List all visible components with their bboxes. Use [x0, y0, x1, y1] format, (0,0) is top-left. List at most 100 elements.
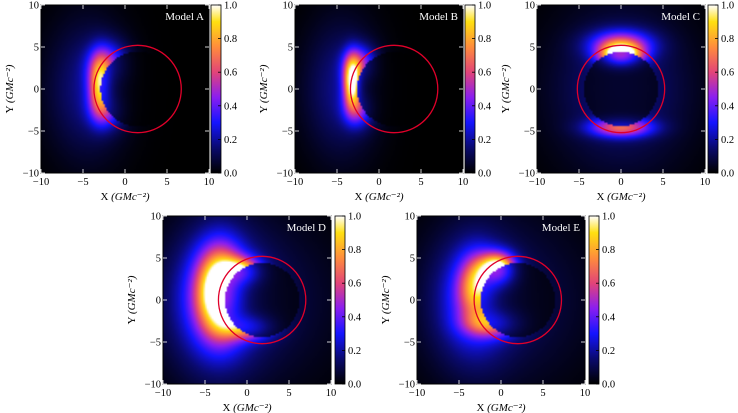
- y-tick-label: 10: [405, 212, 416, 223]
- y-tick-label: 5: [288, 43, 293, 54]
- x-tick-label: 5: [286, 388, 291, 399]
- x-axis-label: X (GMc⁻²): [100, 191, 149, 203]
- y-tick-label: 5: [156, 254, 161, 265]
- heatmap-image: [417, 216, 585, 384]
- y-tick-label: 10: [29, 1, 40, 12]
- y-tick-label: 0: [34, 85, 39, 96]
- y-tick-label: 5: [34, 43, 39, 54]
- shadow-circle: [349, 44, 439, 134]
- y-tick-label: −5: [524, 127, 535, 138]
- colorbar-tick-label: 0.2: [224, 135, 237, 146]
- x-tick-label: 10: [700, 177, 711, 188]
- x-tick-label: 0: [122, 177, 127, 188]
- x-tick-label: −10: [33, 177, 49, 188]
- heatmap-image: [163, 216, 331, 384]
- y-tick-label: −5: [404, 338, 415, 349]
- y-tick-label: 10: [151, 212, 162, 223]
- colorbar-tick-label: 1.0: [721, 1, 734, 12]
- y-tick-label: 5: [530, 43, 535, 54]
- colorbar-tick-label: 0.2: [478, 135, 491, 146]
- colorbar: [707, 4, 719, 174]
- heatmap-image: [41, 5, 209, 173]
- x-tick-label: 0: [498, 388, 503, 399]
- colorbar-tick-label: 1.0: [348, 212, 361, 223]
- panel-title: Model A: [165, 11, 204, 23]
- y-axis-label: Y (GMc⁻²): [4, 64, 16, 113]
- y-tick-label: 10: [283, 1, 294, 12]
- panel-title: Model E: [542, 222, 580, 234]
- colorbar-tick-label: 0.8: [721, 34, 734, 45]
- colorbar-tick-label: 1.0: [602, 212, 615, 223]
- x-tick-label: 0: [244, 388, 249, 399]
- x-tick-label: −10: [529, 177, 545, 188]
- x-tick-label: 0: [618, 177, 623, 188]
- y-axis-label: Y (GMc⁻²): [500, 64, 512, 113]
- y-axis-label: Y (GMc⁻²): [258, 64, 270, 113]
- x-tick-label: −10: [287, 177, 303, 188]
- colorbar-tick-label: 0.4: [602, 312, 616, 323]
- y-tick-label: 0: [530, 85, 535, 96]
- y-tick-label: −10: [23, 169, 39, 180]
- y-tick-label: −5: [28, 127, 39, 138]
- colorbar-tick-label: 0.0: [721, 169, 734, 180]
- shadow-circle: [217, 255, 307, 345]
- colorbar: [464, 4, 476, 174]
- y-tick-label: −10: [145, 380, 161, 391]
- y-tick-label: −10: [519, 169, 535, 180]
- colorbar-tick-label: 0.4: [224, 101, 238, 112]
- colorbar-tick-label: 1.0: [224, 1, 237, 12]
- x-axis-label: X (GMc⁻²): [476, 402, 525, 413]
- colorbar-tick-label: 0.2: [602, 346, 615, 357]
- colorbar-tick-label: 0.6: [224, 68, 237, 79]
- y-axis-label: Y (GMc⁻²): [126, 275, 138, 324]
- y-tick-label: 0: [410, 296, 415, 307]
- heatmap-image: [295, 5, 463, 173]
- colorbar-tick-label: 0.0: [478, 169, 491, 180]
- x-tick-label: −5: [331, 177, 342, 188]
- y-tick-label: 0: [288, 85, 293, 96]
- y-tick-label: −5: [150, 338, 161, 349]
- y-tick-label: −10: [399, 380, 415, 391]
- panel-3: Model D −10 −5 0 5 10 −10 −5 0 5 10 X (GMc⁻²) Y (GMc…: [126, 212, 362, 413]
- x-axis-label: X (GMc⁻²): [222, 402, 271, 413]
- colorbar-tick-label: 0.8: [602, 245, 615, 256]
- colorbar-tick-label: 0.0: [602, 380, 615, 391]
- x-tick-label: 5: [418, 177, 423, 188]
- colorbar-tick-label: 1.0: [478, 1, 491, 12]
- y-tick-label: 10: [525, 1, 536, 12]
- y-tick-label: −5: [282, 127, 293, 138]
- x-tick-label: −10: [409, 388, 425, 399]
- x-tick-label: −5: [453, 388, 464, 399]
- colorbar-tick-label: 0.8: [224, 34, 237, 45]
- y-tick-label: 0: [156, 296, 161, 307]
- heatmap-image: [537, 5, 705, 173]
- panel-0: Model A −10 −5 0 5 10 −10 −5 0 5 10 X (GMc⁻²) Y (GMc…: [4, 1, 238, 204]
- x-axis-label: X (GMc⁻²): [596, 191, 645, 203]
- colorbar-tick-label: 0.6: [348, 279, 361, 290]
- x-axis-label: X (GMc⁻²): [354, 191, 403, 203]
- y-tick-label: 5: [410, 254, 415, 265]
- panel-title: Model D: [287, 222, 326, 234]
- panel-title: Model C: [661, 11, 700, 23]
- x-tick-label: 10: [458, 177, 469, 188]
- shadow-circle: [576, 44, 666, 134]
- x-tick-label: 10: [580, 388, 591, 399]
- panel-4: Model E −10 −5 0 5 10 −10 −5 0 5 10 X (GMc⁻²) Y (GMc…: [380, 212, 616, 413]
- colorbar-tick-label: 0.4: [478, 101, 492, 112]
- x-tick-label: 5: [164, 177, 169, 188]
- colorbar-tick-label: 0.4: [348, 312, 362, 323]
- colorbar: [588, 215, 600, 385]
- panel-2: Model C −10 −5 0 5 10 −10 −5 0 5 10 X (GMc⁻²) Y (GMc…: [500, 1, 735, 204]
- x-tick-label: −10: [155, 388, 171, 399]
- colorbar: [210, 4, 222, 174]
- y-tick-label: −10: [277, 169, 293, 180]
- colorbar-tick-label: 0.2: [721, 135, 734, 146]
- x-tick-label: 5: [540, 388, 545, 399]
- shadow-circle: [473, 255, 563, 345]
- colorbar: [334, 215, 346, 385]
- panel-1: Model B −10 −5 0 5 10 −10 −5 0 5 10 X (GMc⁻²) Y (GMc…: [258, 1, 492, 204]
- colorbar-tick-label: 0.6: [478, 68, 491, 79]
- x-tick-label: 10: [326, 388, 337, 399]
- colorbar-tick-label: 0.6: [602, 279, 615, 290]
